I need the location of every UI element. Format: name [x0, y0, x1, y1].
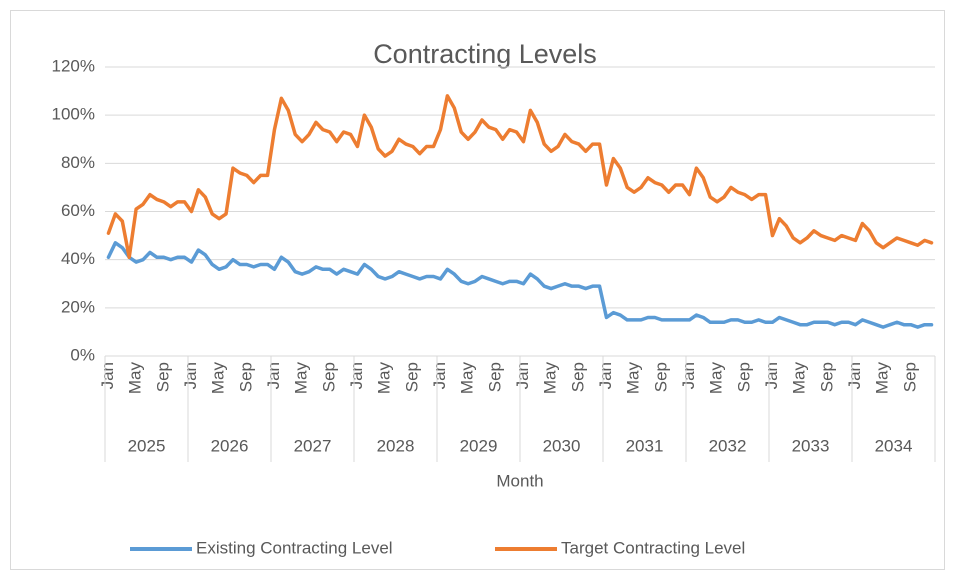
y-tick-label: 100% [52, 105, 95, 124]
y-tick-label: 80% [61, 153, 95, 172]
x-tick-label: May [790, 362, 809, 395]
chart-title: Contracting Levels [373, 39, 597, 69]
x-tick-label: Jan [347, 362, 366, 389]
x-tick-label: Jan [264, 362, 283, 389]
chart-border [10, 10, 945, 570]
x-tick-label: Sep [900, 362, 919, 392]
x-tick-label: Sep [319, 362, 338, 392]
x-tick-label: Jan [181, 362, 200, 389]
x-tick-label: Sep [568, 362, 587, 392]
x-tick-label: May [707, 362, 726, 395]
x-group-label: 2029 [460, 436, 498, 455]
x-tick-label: May [209, 362, 228, 395]
x-tick-label: May [873, 362, 892, 395]
y-tick-label: 20% [61, 297, 95, 316]
x-tick-label: May [126, 362, 145, 395]
x-tick-label: Jan [596, 362, 615, 389]
x-tick-label: Sep [734, 362, 753, 392]
legend-label: Existing Contracting Level [196, 538, 393, 557]
x-tick-label: Jan [98, 362, 117, 389]
x-tick-label: Jan [845, 362, 864, 389]
x-tick-label: Sep [402, 362, 421, 392]
y-tick-label: 0% [70, 345, 95, 364]
x-tick-label: May [458, 362, 477, 395]
x-tick-label: Sep [485, 362, 504, 392]
x-group-label: 2027 [294, 436, 332, 455]
x-group-label: 2033 [792, 436, 830, 455]
x-tick-label: Jan [513, 362, 532, 389]
x-group-label: 2028 [377, 436, 415, 455]
x-axis-label: Month [496, 471, 543, 490]
x-tick-label: May [624, 362, 643, 395]
series-line [106, 241, 934, 329]
x-tick-label: Sep [651, 362, 670, 392]
x-group-label: 2034 [875, 436, 913, 455]
x-group-label: 2025 [128, 436, 166, 455]
x-tick-label: May [292, 362, 311, 395]
legend-label: Target Contracting Level [561, 538, 745, 557]
x-tick-label: Jan [679, 362, 698, 389]
y-tick-label: 40% [61, 249, 95, 268]
x-tick-label: Jan [762, 362, 781, 389]
x-tick-label: May [375, 362, 394, 395]
x-tick-label: Jan [430, 362, 449, 389]
y-tick-label: 60% [61, 201, 95, 220]
y-tick-label: 120% [52, 56, 95, 75]
x-tick-label: Sep [153, 362, 172, 392]
x-tick-label: Sep [817, 362, 836, 392]
x-tick-label: Sep [236, 362, 255, 392]
series-line [106, 94, 934, 260]
x-group-label: 2026 [211, 436, 249, 455]
x-group-label: 2032 [709, 436, 747, 455]
x-tick-label: May [541, 362, 560, 395]
x-group-label: 2030 [543, 436, 581, 455]
x-group-label: 2031 [626, 436, 664, 455]
